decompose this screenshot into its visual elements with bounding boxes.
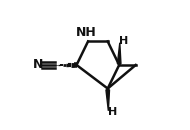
Polygon shape: [106, 90, 109, 111]
Text: H: H: [119, 36, 128, 46]
Polygon shape: [117, 43, 121, 64]
Text: N: N: [32, 58, 43, 72]
Text: H: H: [108, 107, 117, 117]
Text: NH: NH: [76, 26, 97, 39]
